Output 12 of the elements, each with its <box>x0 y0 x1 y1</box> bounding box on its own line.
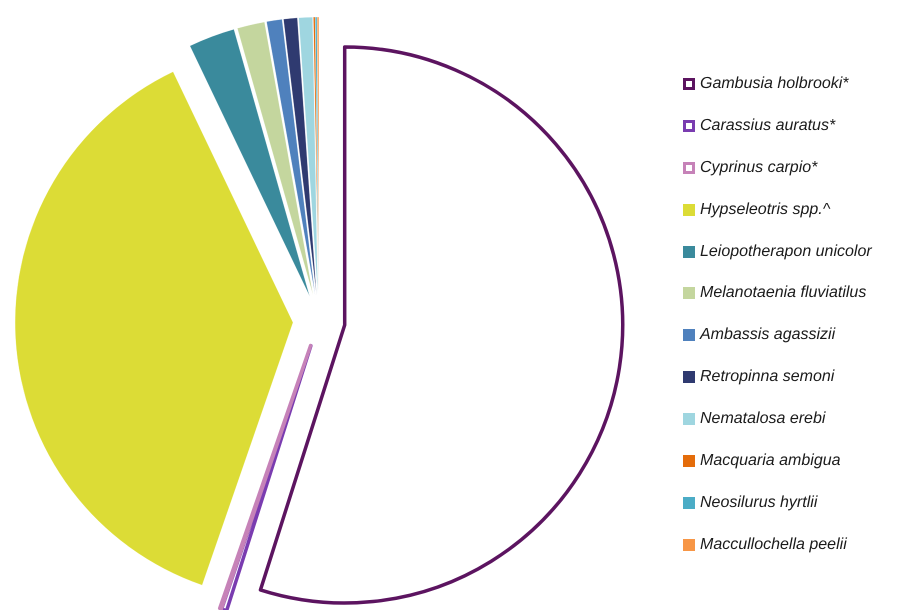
legend-label: Macquaria ambigua <box>700 452 841 470</box>
legend-label: Neosilurus hyrtlii <box>700 494 818 512</box>
legend-label: Hypseleotris spp.^ <box>700 200 830 219</box>
legend-label: Ambassis agassizii <box>700 326 836 344</box>
legend-label: Maccullochella peelii <box>700 536 847 554</box>
legend-label: Melanotaenia fluviatilus <box>700 284 866 302</box>
legend-label: Carassius auratus* <box>700 116 836 135</box>
legend-label: Gambusia holbrooki* <box>700 74 849 93</box>
legend-label: Nematalosa erebi <box>700 410 826 428</box>
legend-label: Leiopotherapon unicolor <box>700 242 872 260</box>
legend-label: Retropinna semoni <box>700 368 834 386</box>
legend-label: Cyprinus carpio* <box>700 158 818 177</box>
